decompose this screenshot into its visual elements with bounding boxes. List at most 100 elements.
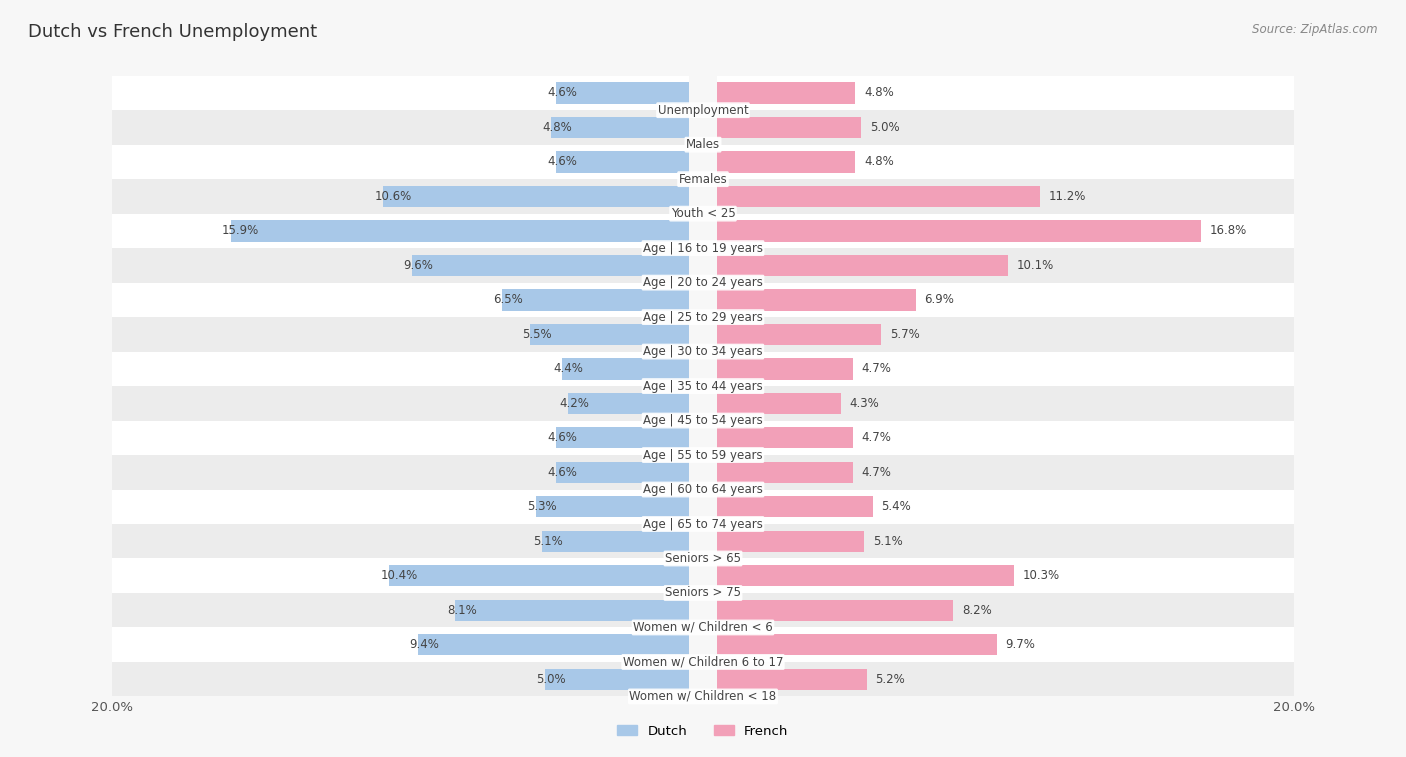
- Text: Males: Males: [686, 139, 720, 151]
- Bar: [541, 531, 689, 552]
- Bar: [544, 668, 689, 690]
- Bar: [717, 358, 852, 379]
- Bar: [717, 496, 873, 518]
- Bar: [717, 668, 868, 690]
- Bar: [717, 593, 1294, 628]
- Text: 10.4%: 10.4%: [381, 569, 418, 582]
- Text: Women w/ Children < 6: Women w/ Children < 6: [633, 621, 773, 634]
- Bar: [562, 358, 689, 379]
- Bar: [717, 317, 1294, 351]
- Bar: [418, 634, 689, 656]
- Bar: [551, 117, 689, 138]
- Bar: [112, 317, 689, 351]
- Text: Age | 65 to 74 years: Age | 65 to 74 years: [643, 518, 763, 531]
- Text: Source: ZipAtlas.com: Source: ZipAtlas.com: [1253, 23, 1378, 36]
- Bar: [717, 351, 1294, 386]
- Bar: [717, 462, 852, 483]
- Bar: [502, 289, 689, 310]
- Bar: [456, 600, 689, 621]
- Bar: [717, 289, 915, 310]
- Bar: [717, 248, 1294, 282]
- Text: Age | 20 to 24 years: Age | 20 to 24 years: [643, 276, 763, 289]
- Bar: [717, 117, 860, 138]
- Text: 11.2%: 11.2%: [1049, 190, 1085, 203]
- Text: 8.1%: 8.1%: [447, 604, 477, 617]
- Bar: [112, 593, 689, 628]
- Text: Age | 30 to 34 years: Age | 30 to 34 years: [643, 345, 763, 358]
- Bar: [717, 662, 1294, 696]
- Bar: [412, 254, 689, 276]
- Bar: [557, 83, 689, 104]
- Text: 5.5%: 5.5%: [522, 328, 551, 341]
- Text: 4.7%: 4.7%: [860, 431, 891, 444]
- Text: 9.7%: 9.7%: [1005, 638, 1035, 651]
- Text: Unemployment: Unemployment: [658, 104, 748, 117]
- Text: 9.4%: 9.4%: [409, 638, 439, 651]
- Bar: [112, 179, 689, 213]
- Bar: [530, 324, 689, 345]
- Bar: [112, 524, 689, 559]
- Text: 4.7%: 4.7%: [860, 363, 891, 375]
- Bar: [389, 565, 689, 587]
- Bar: [557, 462, 689, 483]
- Bar: [717, 220, 1201, 241]
- Bar: [717, 421, 1294, 455]
- Bar: [717, 111, 1294, 145]
- Bar: [112, 559, 689, 593]
- Bar: [384, 185, 689, 207]
- Text: 4.8%: 4.8%: [541, 121, 572, 134]
- Bar: [717, 565, 1014, 587]
- Bar: [717, 151, 855, 173]
- Bar: [112, 662, 689, 696]
- Text: 10.3%: 10.3%: [1022, 569, 1060, 582]
- Bar: [717, 490, 1294, 524]
- Bar: [112, 76, 689, 111]
- Bar: [717, 145, 1294, 179]
- Text: Age | 60 to 64 years: Age | 60 to 64 years: [643, 483, 763, 496]
- Text: 4.6%: 4.6%: [548, 431, 578, 444]
- Text: 5.2%: 5.2%: [876, 673, 905, 686]
- Text: Seniors > 75: Seniors > 75: [665, 587, 741, 600]
- Bar: [717, 324, 882, 345]
- Bar: [717, 628, 1294, 662]
- Bar: [717, 427, 852, 448]
- Text: 4.8%: 4.8%: [865, 155, 894, 168]
- Bar: [112, 386, 689, 421]
- Text: 5.1%: 5.1%: [533, 534, 562, 548]
- Bar: [717, 531, 865, 552]
- Bar: [112, 490, 689, 524]
- Text: 4.3%: 4.3%: [849, 397, 879, 410]
- Text: 5.0%: 5.0%: [870, 121, 900, 134]
- Text: Dutch vs French Unemployment: Dutch vs French Unemployment: [28, 23, 318, 41]
- Bar: [717, 524, 1294, 559]
- Text: 4.6%: 4.6%: [548, 86, 578, 99]
- Text: 5.0%: 5.0%: [536, 673, 565, 686]
- Bar: [112, 351, 689, 386]
- Text: Seniors > 65: Seniors > 65: [665, 552, 741, 565]
- Bar: [112, 213, 689, 248]
- Bar: [717, 455, 1294, 490]
- Bar: [112, 628, 689, 662]
- Bar: [717, 254, 1008, 276]
- Text: 15.9%: 15.9%: [222, 224, 259, 238]
- Bar: [717, 179, 1294, 213]
- Text: Age | 55 to 59 years: Age | 55 to 59 years: [643, 449, 763, 462]
- Bar: [112, 455, 689, 490]
- Bar: [557, 427, 689, 448]
- Text: Age | 35 to 44 years: Age | 35 to 44 years: [643, 379, 763, 393]
- Bar: [717, 634, 997, 656]
- Text: 6.5%: 6.5%: [494, 294, 523, 307]
- Text: Age | 45 to 54 years: Age | 45 to 54 years: [643, 414, 763, 427]
- Bar: [717, 185, 1040, 207]
- Text: 8.2%: 8.2%: [962, 604, 991, 617]
- Text: 4.2%: 4.2%: [560, 397, 589, 410]
- Text: Women w/ Children 6 to 17: Women w/ Children 6 to 17: [623, 656, 783, 668]
- Text: 16.8%: 16.8%: [1211, 224, 1247, 238]
- Bar: [112, 282, 689, 317]
- Bar: [112, 111, 689, 145]
- Bar: [717, 76, 1294, 111]
- Bar: [112, 248, 689, 282]
- Text: 4.8%: 4.8%: [865, 86, 894, 99]
- Bar: [717, 600, 953, 621]
- Text: 4.7%: 4.7%: [860, 466, 891, 478]
